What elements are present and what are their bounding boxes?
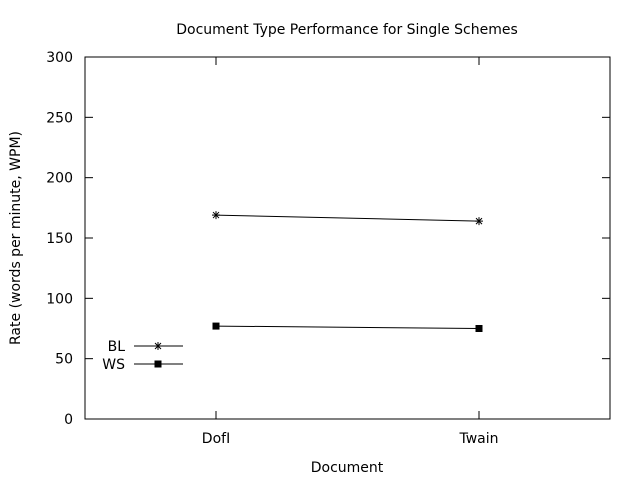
x-tick-label: DofI (202, 431, 230, 447)
y-tick-label: 0 (64, 412, 73, 428)
y-tick-label: 200 (46, 171, 73, 187)
chart-title: Document Type Performance for Single Sch… (176, 22, 518, 38)
series-line-bl (215, 214, 480, 222)
data-point-ws (212, 322, 220, 330)
y-tick-label: 300 (46, 50, 73, 66)
y-axis-title: Rate (words per minute, WPM) (8, 131, 24, 345)
y-tick-label: 50 (55, 352, 73, 368)
legend-label-ws: WS (102, 357, 125, 373)
data-point-bl (475, 217, 483, 226)
legend-label-bl: BL (108, 339, 126, 355)
data-point-bl (212, 211, 220, 220)
x-axis-title: Document (311, 460, 384, 476)
legend-marker-bl (154, 342, 162, 350)
y-tick-label: 250 (46, 110, 73, 126)
x-tick-label: Twain (458, 431, 498, 447)
plot-frame (84, 56, 611, 420)
y-tick-label: 100 (46, 291, 73, 307)
y-tick-label: 150 (46, 231, 73, 247)
legend-marker-ws (154, 360, 162, 368)
x-axis: DofI Twain (202, 57, 499, 447)
series-line-ws (215, 325, 480, 329)
data-point-ws (475, 325, 483, 332)
legend: BL WS (102, 339, 183, 373)
series-layer (212, 211, 483, 332)
y-axis: 0 50 100 150 200 250 300 (46, 50, 610, 428)
